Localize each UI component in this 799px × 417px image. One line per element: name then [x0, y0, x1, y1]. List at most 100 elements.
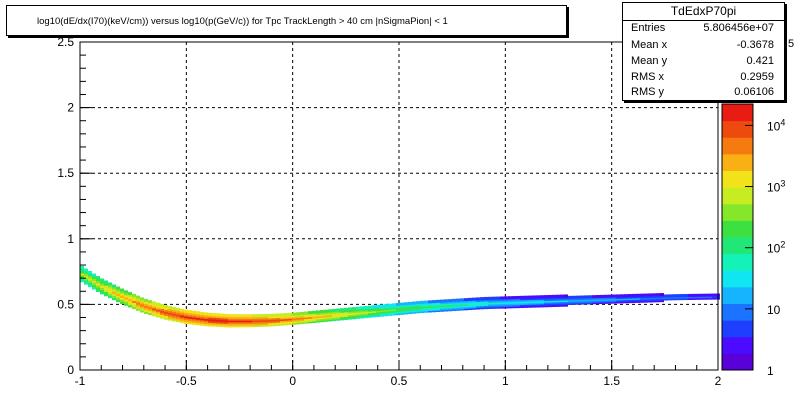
heatmap-cell	[508, 299, 512, 303]
heatmap-cell	[224, 319, 228, 323]
heatmap-cell	[384, 310, 388, 314]
heatmap-cell	[516, 300, 520, 304]
heatmap-cell	[644, 299, 648, 303]
colorbar-label: 10	[767, 303, 781, 317]
heatmap-cell	[640, 296, 644, 300]
heatmap-cell	[84, 281, 88, 285]
heatmap-cell	[284, 320, 288, 324]
heatmap-cell	[184, 313, 188, 317]
heatmap-cell	[304, 313, 308, 317]
heatmap-cell	[132, 295, 136, 299]
heatmap-cell	[500, 296, 504, 300]
heatmap-cell	[356, 311, 360, 315]
heatmap-cell	[264, 323, 268, 327]
heatmap-cell	[392, 309, 396, 313]
heatmap-cell	[136, 303, 140, 307]
heatmap-cell	[544, 295, 548, 299]
colorbar-segment	[722, 353, 753, 371]
heatmap-cell	[156, 306, 160, 310]
heatmap-cell	[644, 295, 648, 299]
y-tick-label: 0	[67, 363, 74, 377]
heatmap-cell	[164, 316, 168, 320]
heatmap-cell	[236, 319, 240, 323]
heatmap-cell	[252, 320, 256, 324]
heatmap-cell	[484, 303, 488, 307]
heatmap-cell	[568, 301, 572, 305]
heatmap-cell	[488, 296, 492, 300]
colorbar-segment	[722, 203, 753, 221]
heatmap-cell	[312, 312, 316, 316]
heatmap-cell	[504, 302, 508, 306]
heatmap-cell	[80, 268, 84, 272]
colorbar-label: 1	[767, 364, 774, 378]
heatmap-cell	[272, 321, 276, 325]
heatmap-cell	[332, 316, 336, 320]
heatmap-cell	[396, 312, 400, 316]
heatmap-cell	[440, 302, 444, 306]
heatmap-cell	[172, 316, 176, 320]
heatmap-cell	[248, 320, 252, 324]
heatmap-cell	[128, 292, 132, 296]
heatmap-cell	[300, 319, 304, 323]
heatmap-cell	[468, 303, 472, 307]
heatmap-cell	[500, 302, 504, 306]
heatmap-cell	[444, 300, 448, 304]
heatmap-cell	[420, 302, 424, 306]
heatmap-cell	[372, 314, 376, 318]
heatmap-cell	[336, 311, 340, 315]
heatmap-cell	[444, 306, 448, 310]
heatmap-cell	[268, 321, 272, 325]
heatmap-cell	[440, 305, 444, 309]
heatmap-cell	[308, 311, 312, 315]
heatmap-cell	[584, 299, 588, 303]
heatmap-cell	[172, 314, 176, 318]
heatmap-cell	[632, 300, 636, 304]
heatmap-cell	[252, 324, 256, 328]
heatmap-cell	[124, 302, 128, 306]
heatmap-cell	[260, 322, 264, 326]
heatmap-cell	[380, 307, 384, 311]
heatmap-cell	[336, 314, 340, 318]
colorbar-segment	[722, 104, 753, 122]
heatmap-cell	[200, 315, 204, 319]
heatmap-cell	[164, 307, 168, 311]
heatmap-cell	[448, 308, 452, 312]
heatmap-cell	[300, 311, 304, 315]
heatmap-cell	[712, 296, 716, 300]
heatmap-cell	[224, 313, 228, 317]
heatmap-cell	[436, 309, 440, 313]
heatmap-cell	[204, 319, 208, 323]
heatmap-cell	[608, 300, 612, 304]
heatmap-cell	[560, 302, 564, 306]
heatmap-cell	[652, 299, 656, 303]
heatmap-cell	[456, 300, 460, 304]
colorbar-label: 102	[767, 240, 785, 256]
heatmap-cell	[104, 286, 108, 290]
heatmap-cell	[252, 322, 256, 326]
heatmap-cell	[316, 313, 320, 317]
heatmap-cell	[144, 310, 148, 314]
x-tick-label: 0.5	[391, 374, 408, 388]
heatmap-cell	[548, 296, 552, 300]
heatmap-cell	[284, 314, 288, 318]
heatmap-cell	[656, 294, 660, 298]
heatmap-cell	[92, 273, 96, 277]
heatmap-cell	[196, 313, 200, 317]
heatmap-cell	[108, 284, 112, 288]
heatmap-cell	[576, 297, 580, 301]
heatmap-cell	[500, 305, 504, 309]
heatmap-cell	[396, 302, 400, 306]
heatmap-cell	[320, 317, 324, 321]
heatmap-cell	[224, 324, 228, 328]
heatmap-cell	[232, 319, 236, 323]
heatmap-cell	[560, 297, 564, 301]
heatmap-cell	[600, 294, 604, 298]
heatmap-cell	[268, 320, 272, 324]
heatmap-cell	[108, 295, 112, 299]
heatmap-cell	[248, 317, 252, 321]
heatmap-cell	[184, 311, 188, 315]
heatmap-cell	[236, 322, 240, 326]
heatmap-cell	[636, 293, 640, 297]
heatmap-cell	[216, 315, 220, 319]
heatmap-cell	[268, 317, 272, 321]
